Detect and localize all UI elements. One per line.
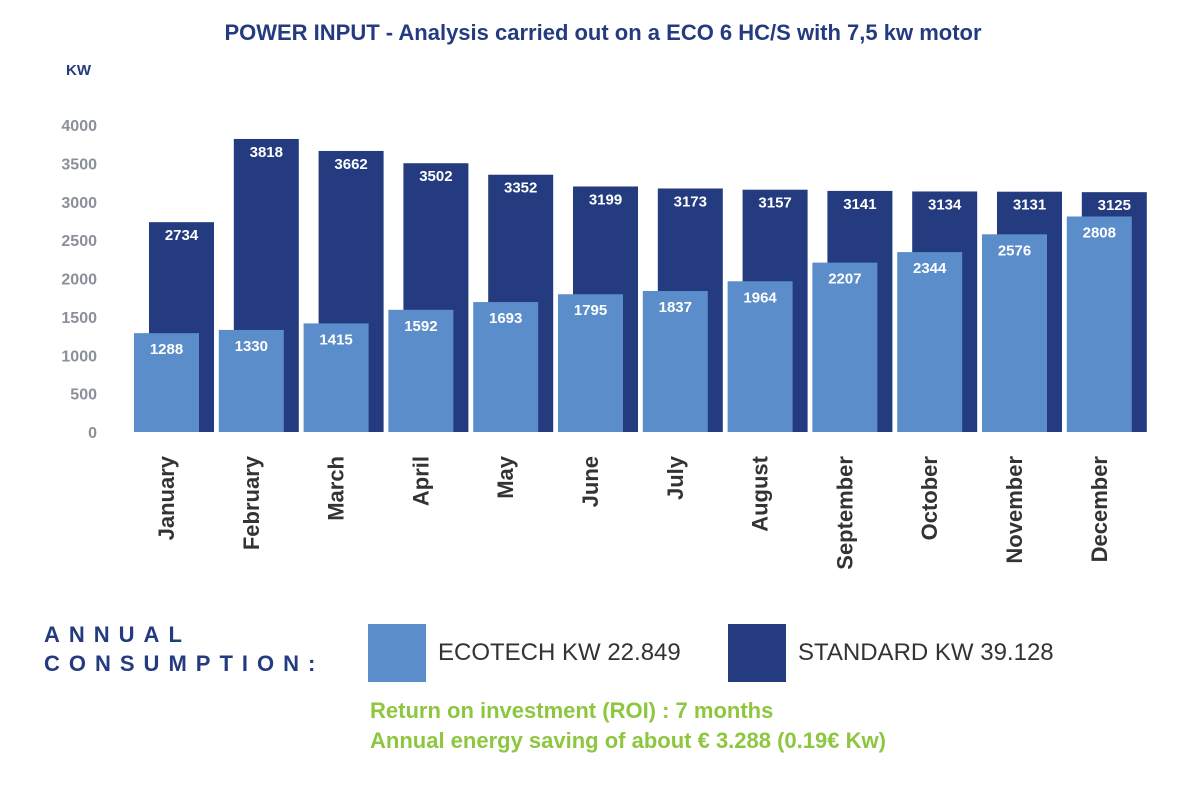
bar-ecotech-october <box>897 252 963 432</box>
data-label-ecotech: 1592 <box>404 318 437 335</box>
legend-swatch-standard <box>728 624 786 682</box>
data-label-standard: 3199 <box>589 191 622 208</box>
bar-ecotech-july <box>642 291 708 432</box>
data-label-ecotech: 1795 <box>574 302 607 319</box>
saving-note: Annual energy saving of about € 3.288 (0… <box>370 728 886 753</box>
x-tick-label-november: November <box>1002 456 1027 564</box>
data-label-standard: 3134 <box>928 196 962 213</box>
y-tick-label: 1000 <box>61 348 97 365</box>
legend-label-standard: STANDARD KW 39.128 <box>798 639 1054 666</box>
x-tick-label-july: July <box>663 455 688 500</box>
y-axis-ticks: 0 500 1000 1500 2000 2500 3000 3500 4000 <box>61 118 97 442</box>
x-tick-label-august: August <box>748 455 773 531</box>
data-label-ecotech: 1693 <box>489 310 522 327</box>
bar-ecotech-august <box>727 281 793 432</box>
bar-ecotech-september <box>812 262 878 432</box>
data-label-standard: 3173 <box>674 193 707 210</box>
x-tick-label-september: September <box>832 456 857 570</box>
x-tick-label-april: April <box>408 456 433 506</box>
x-tick-label-january: January <box>154 455 179 540</box>
data-label-ecotech: 1330 <box>235 338 268 355</box>
x-tick-label-october: October <box>917 456 942 541</box>
y-tick-label: 500 <box>70 387 97 404</box>
legend-standard: STANDARD KW 39.128 <box>728 624 1054 682</box>
data-label-standard: 3662 <box>334 156 367 173</box>
bar-ecotech-november <box>982 234 1047 432</box>
y-tick-label: 1500 <box>61 310 97 327</box>
data-label-ecotech: 1288 <box>150 341 183 358</box>
legend-label-ecotech: ECOTECH KW 22.849 <box>438 639 681 666</box>
data-label-standard: 3157 <box>758 195 791 212</box>
data-label-standard: 3125 <box>1098 197 1131 214</box>
legend-swatch-ecotech <box>368 624 426 682</box>
data-label-standard: 3502 <box>419 168 452 185</box>
annual-consumption-label: ANNUAL CONSUMPTION: <box>44 620 324 678</box>
y-tick-label: 3000 <box>61 195 97 212</box>
data-label-standard: 2734 <box>165 227 199 244</box>
data-label-standard: 3131 <box>1013 197 1046 214</box>
y-tick-label: 2500 <box>61 233 97 250</box>
data-label-standard: 3141 <box>843 196 876 213</box>
chart-title: POWER INPUT - Analysis carried out on a … <box>224 20 982 45</box>
data-label-standard: 3818 <box>250 144 283 161</box>
data-label-standard: 3352 <box>504 180 537 197</box>
bar-ecotech-january <box>134 333 199 432</box>
roi-note: Return on investment (ROI) : 7 months <box>370 698 774 723</box>
bar-ecotech-june <box>558 294 623 432</box>
annual-label-line1: ANNUAL <box>44 622 191 647</box>
x-tick-label-march: March <box>324 456 349 521</box>
annual-label-line2: CONSUMPTION: <box>44 651 325 676</box>
bar-ecotech-april <box>388 309 454 432</box>
x-tick-label-december: December <box>1087 456 1112 563</box>
y-axis-unit-label: KW <box>66 62 92 79</box>
y-tick-label: 3500 <box>61 156 97 173</box>
bar-ecotech-march <box>303 323 369 432</box>
y-tick-label: 4000 <box>61 118 97 135</box>
data-label-ecotech: 2207 <box>828 271 861 288</box>
power-input-chart: POWER INPUT - Analysis carried out on a … <box>61 20 1147 570</box>
y-tick-label: 0 <box>88 425 97 442</box>
x-tick-label-may: May <box>493 455 518 499</box>
bar-ecotech-december <box>1066 216 1132 432</box>
bar-ecotech-february <box>218 329 284 432</box>
y-tick-label: 2000 <box>61 272 97 289</box>
data-label-ecotech: 1415 <box>319 331 352 348</box>
bar-series: 2734 1288 3818 1330 3662 1415 3502 1592 3352 1693… <box>134 138 1147 432</box>
data-label-ecotech: 2808 <box>1083 224 1116 241</box>
data-label-ecotech: 2344 <box>913 260 947 277</box>
data-label-ecotech: 2576 <box>998 242 1031 259</box>
legend-ecotech: ECOTECH KW 22.849 <box>368 624 681 682</box>
bar-ecotech-may <box>473 302 539 432</box>
x-tick-label-june: June <box>578 456 603 507</box>
data-label-ecotech: 1964 <box>743 289 777 306</box>
data-label-ecotech: 1837 <box>659 299 692 316</box>
x-tick-label-february: February <box>239 455 264 550</box>
x-axis-ticks: January February March April May June July Augu… <box>154 455 1112 569</box>
